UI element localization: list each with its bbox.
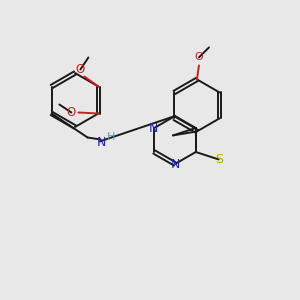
Text: O: O xyxy=(67,106,76,119)
Text: N: N xyxy=(97,136,106,149)
Text: N: N xyxy=(148,122,158,134)
Text: N: N xyxy=(170,158,180,172)
Text: S: S xyxy=(216,153,224,166)
Text: O: O xyxy=(195,52,203,62)
Text: H: H xyxy=(106,133,115,142)
Text: O: O xyxy=(76,63,85,76)
